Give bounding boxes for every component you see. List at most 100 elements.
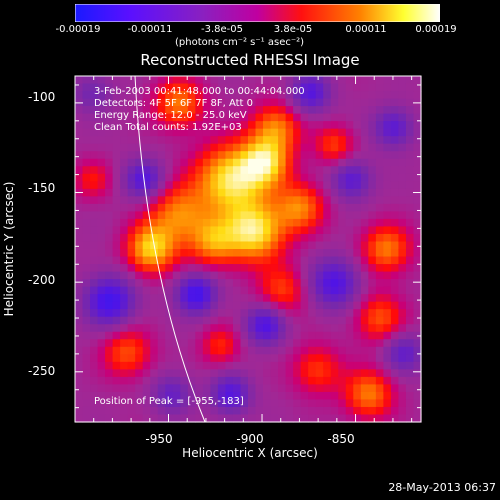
heatmap-cell xyxy=(330,121,339,130)
heatmap-cell xyxy=(127,406,136,416)
heatmap-cell xyxy=(375,211,384,220)
heatmap-cell xyxy=(300,151,309,160)
heatmap-cell xyxy=(255,113,264,122)
heatmap-cell xyxy=(353,316,362,325)
heatmap-cell xyxy=(210,369,219,378)
heatmap-cell xyxy=(330,369,339,378)
heatmap-cell xyxy=(263,399,272,408)
heatmap-cell xyxy=(248,391,257,401)
heatmap-cell xyxy=(112,391,121,401)
heatmap-cell xyxy=(398,354,407,363)
x-tick-label: -950 xyxy=(145,432,173,446)
heatmap-cell xyxy=(105,324,114,333)
heatmap-cell xyxy=(172,218,181,228)
heatmap-cell xyxy=(308,76,317,85)
heatmap-cell xyxy=(353,391,362,401)
heatmap-cell xyxy=(330,376,339,385)
heatmap-cell xyxy=(255,233,264,243)
heatmap-cell xyxy=(383,241,392,250)
heatmap-cell xyxy=(248,211,257,220)
heatmap-cell xyxy=(255,399,264,408)
heatmap-cell xyxy=(405,173,415,182)
heatmap-cell xyxy=(248,158,257,167)
heatmap-cell xyxy=(195,113,204,122)
heatmap-cell xyxy=(360,113,369,122)
heatmap-cell xyxy=(195,158,204,167)
heatmap-cell xyxy=(293,361,302,370)
heatmap-cell xyxy=(112,196,121,205)
heatmap-cell xyxy=(345,211,354,220)
heatmap-cell xyxy=(210,91,219,100)
heatmap-cell xyxy=(120,391,129,401)
heatmap-cell xyxy=(368,121,377,130)
heatmap-cell xyxy=(150,91,159,100)
heatmap-cell xyxy=(360,309,369,318)
heatmap-cell xyxy=(405,203,415,212)
heatmap-cell xyxy=(105,91,114,100)
heatmap-cell xyxy=(315,98,324,107)
heatmap-cell xyxy=(210,414,219,423)
heatmap-cell xyxy=(225,226,234,235)
heatmap-cell xyxy=(135,369,144,378)
heatmap-cell xyxy=(330,98,339,107)
heatmap-cell xyxy=(368,331,377,340)
heatmap-cell xyxy=(368,106,377,115)
heatmap-cell xyxy=(315,158,324,167)
heatmap-cell xyxy=(105,264,114,273)
heatmap-cell xyxy=(240,211,249,220)
heatmap-cell xyxy=(383,384,392,393)
heatmap-cell xyxy=(413,414,422,423)
heatmap-cell xyxy=(127,391,136,401)
heatmap-cell xyxy=(195,406,204,416)
heatmap-cell xyxy=(413,369,422,378)
heatmap-cell xyxy=(142,384,151,393)
heatmap-cell xyxy=(150,188,159,197)
heatmap-cell xyxy=(255,406,264,416)
heatmap-cell xyxy=(187,166,196,175)
heatmap-cell xyxy=(225,286,234,295)
heatmap-cell xyxy=(127,173,136,182)
heatmap-cell xyxy=(157,241,166,250)
heatmap-cell xyxy=(300,324,309,333)
heatmap-cell xyxy=(97,91,106,100)
heatmap-cell xyxy=(278,203,287,212)
heatmap-cell xyxy=(210,188,219,197)
heatmap-cell xyxy=(323,414,332,423)
heatmap-cell xyxy=(375,324,384,333)
heatmap-cell xyxy=(90,128,99,137)
heatmap-cell xyxy=(270,399,279,408)
heatmap-cell xyxy=(278,211,287,220)
heatmap-cell xyxy=(142,143,151,152)
heatmap-cell xyxy=(360,188,369,197)
heatmap-cell xyxy=(75,264,84,273)
heatmap-cell xyxy=(270,113,279,122)
heatmap-cell xyxy=(248,384,257,393)
heatmap-cell xyxy=(263,166,272,175)
heatmap-cell xyxy=(345,196,354,205)
heatmap-cell xyxy=(285,309,294,318)
heatmap-cell xyxy=(390,369,400,378)
heatmap-cell xyxy=(383,406,392,416)
heatmap-cell xyxy=(323,91,332,100)
heatmap-cell xyxy=(353,376,362,385)
heatmap-cell xyxy=(202,256,211,265)
heatmap-cell xyxy=(330,309,339,318)
heatmap-cell xyxy=(120,301,129,310)
heatmap-cell xyxy=(180,294,189,303)
heatmap-cell xyxy=(345,279,354,288)
heatmap-cell xyxy=(375,369,384,378)
heatmap-cell xyxy=(90,249,99,258)
heatmap-cell xyxy=(360,414,369,423)
heatmap-cell xyxy=(202,324,211,333)
heatmap-cell xyxy=(187,346,196,355)
heatmap-cell xyxy=(330,188,339,197)
heatmap-cell xyxy=(315,241,324,250)
heatmap-cell xyxy=(195,384,204,393)
heatmap-cell xyxy=(338,181,347,190)
heatmap-cell xyxy=(255,196,264,205)
heatmap-cell xyxy=(157,106,166,115)
heatmap-cell xyxy=(210,211,219,220)
heatmap-cell xyxy=(210,256,219,265)
heatmap-cell xyxy=(217,166,227,175)
heatmap-cell xyxy=(375,241,384,250)
